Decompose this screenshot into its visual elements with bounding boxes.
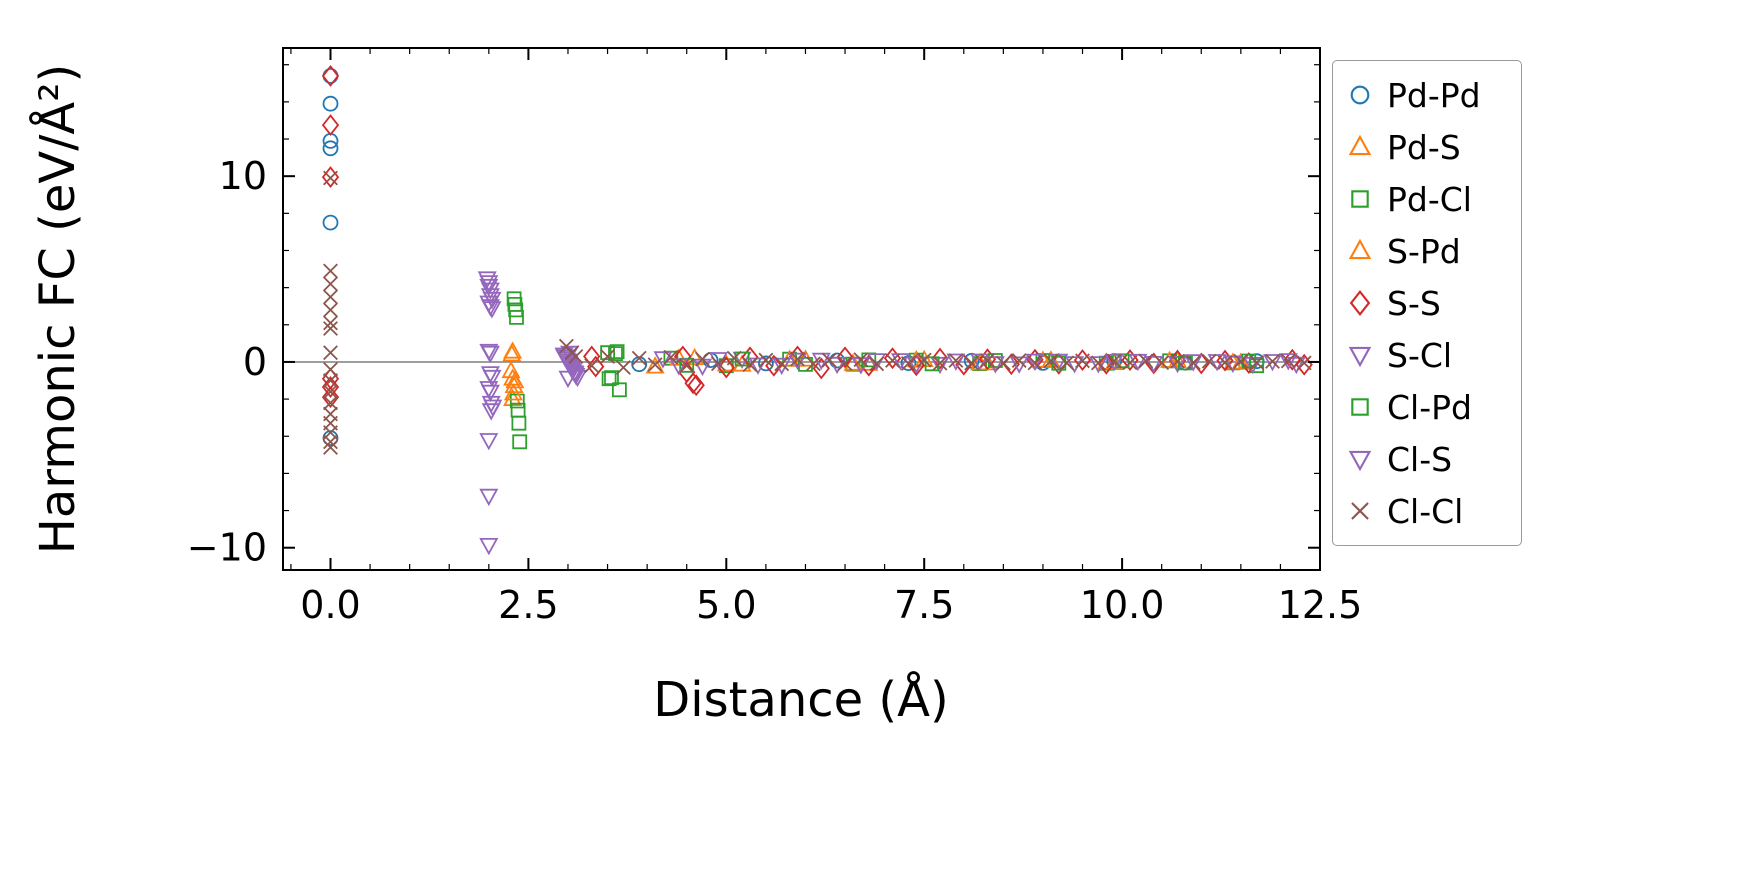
x-tick-label: 10.0 — [1080, 583, 1165, 627]
series-pd-pd — [322, 68, 1265, 447]
y-tick-labels: −10 0 10 — [187, 154, 267, 570]
square-marker-icon — [1351, 190, 1369, 208]
series-cl-cl — [323, 170, 1312, 455]
y-tick-label: 0 — [243, 340, 267, 384]
diamond-marker-icon — [1349, 290, 1371, 316]
series-s-cl — [477, 271, 1298, 507]
legend-item-cl-cl: Cl-Cl — [1333, 485, 1521, 537]
legend-item-s-cl: S-Cl — [1333, 329, 1521, 381]
legend-label: Cl-Pd — [1387, 387, 1472, 427]
series-cl-pd — [507, 296, 1257, 450]
square-marker-icon — [1351, 398, 1369, 416]
triangle-down-marker-icon — [1348, 346, 1372, 368]
x-marker-icon — [1351, 502, 1369, 520]
legend-item-cl-pd: Cl-Pd — [1333, 381, 1521, 433]
legend-label: Cl-S — [1387, 439, 1453, 479]
legend-item-pd-s: Pd-S — [1333, 121, 1521, 173]
axes-frame — [282, 47, 1321, 571]
legend-item-cl-s: Cl-S — [1333, 433, 1521, 485]
y-tick-label: −10 — [187, 526, 267, 570]
legend-label: Cl-Cl — [1387, 491, 1464, 531]
legend-label: Pd-S — [1387, 127, 1461, 167]
y-tick-label: 10 — [219, 154, 267, 198]
x-tick-label: 0.0 — [300, 583, 360, 627]
circle-marker-icon — [1350, 85, 1370, 105]
x-tick-label: 5.0 — [696, 583, 756, 627]
legend-item-s-pd: S-Pd — [1333, 225, 1521, 277]
major-ticks — [283, 48, 1321, 570]
x-tick-label: 7.5 — [894, 583, 954, 627]
x-tick-label: 2.5 — [498, 583, 558, 627]
triangle-up-marker-icon — [1348, 238, 1372, 260]
legend-item-s-s: S-S — [1333, 277, 1521, 329]
legend-label: S-Pd — [1387, 231, 1461, 271]
triangle-up-marker-icon — [1348, 134, 1372, 156]
y-axis-label: Harmonic FC (eV/Å²) — [30, 63, 86, 555]
triangle-down-marker-icon — [1348, 450, 1372, 472]
legend-item-pd-pd: Pd-Pd — [1333, 69, 1521, 121]
series-cl-s — [479, 275, 1306, 556]
legend-label: S-S — [1387, 283, 1441, 323]
x-tick-label: 12.5 — [1278, 583, 1363, 627]
legend-label: Pd-Cl — [1387, 179, 1472, 219]
x-axis-label: Distance (Å) — [653, 672, 949, 728]
legend: Pd-Pd Pd-S Pd-Cl S-Pd S-S S-Cl Cl-Pd Cl-S Cl-Cl — [1332, 60, 1522, 546]
legend-item-pd-cl: Pd-Cl — [1333, 173, 1521, 225]
legend-label: Pd-Pd — [1387, 75, 1481, 115]
x-tick-labels: 0.0 2.5 5.0 7.5 10.0 12.5 — [300, 583, 1362, 627]
minor-ticks — [283, 48, 1320, 570]
legend-label: S-Cl — [1387, 335, 1453, 375]
